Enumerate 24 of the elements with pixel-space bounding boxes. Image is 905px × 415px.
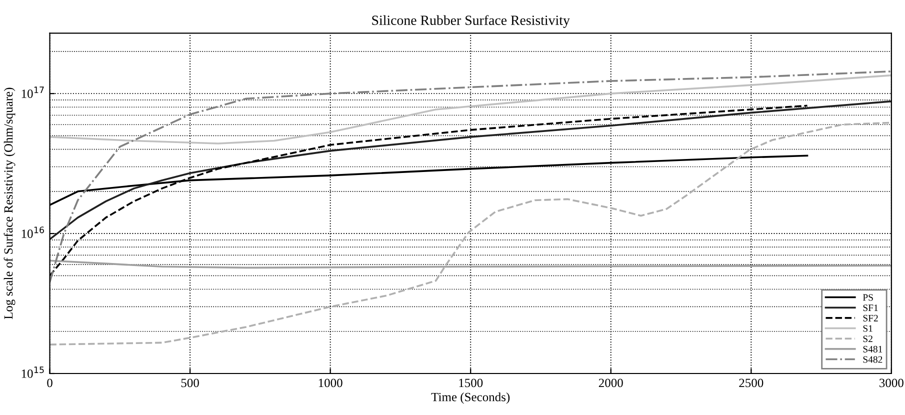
legend-label: S482 bbox=[863, 356, 882, 363]
x-tick-label: 1500 bbox=[459, 378, 483, 388]
y-tick-label: 10$^{17}$ bbox=[22, 86, 44, 98]
y-tick-label: 10$^{16}$ bbox=[22, 226, 44, 238]
line-series bbox=[50, 260, 892, 269]
line-series bbox=[50, 100, 892, 240]
line-series bbox=[50, 70, 892, 283]
x-tick-label: 1000 bbox=[318, 378, 342, 388]
x-tick-label: 2000 bbox=[598, 378, 623, 388]
line-series bbox=[50, 74, 892, 144]
legend-label: S1 bbox=[863, 325, 872, 332]
x-tick-label: 2500 bbox=[739, 378, 764, 388]
y-tick-label: 10$^{15}$ bbox=[22, 366, 44, 378]
x-tick-label: 3000 bbox=[880, 378, 904, 388]
legend-label: SF2 bbox=[863, 314, 878, 322]
x-tick-label: 500 bbox=[181, 378, 199, 388]
legend-label: PS bbox=[862, 294, 873, 301]
x-tick-label: 0 bbox=[47, 378, 52, 388]
x-axis-title: Time (Seconds) bbox=[431, 392, 510, 404]
y-axis-title: Log scale of Surface Resistivity (Ohm/square) bbox=[4, 88, 16, 320]
legend-label: S481 bbox=[863, 346, 882, 352]
legend-label: SF1 bbox=[863, 304, 878, 312]
chart-title: Silicone Rubber Surface Resistivity bbox=[372, 15, 570, 28]
legend-label: S2 bbox=[863, 336, 872, 342]
